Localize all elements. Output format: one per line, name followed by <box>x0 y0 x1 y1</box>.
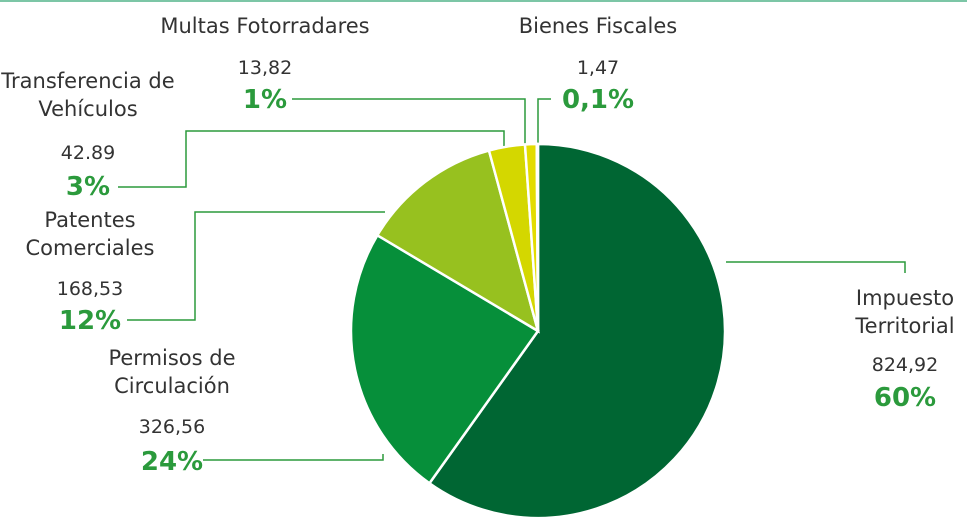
slice-value: 1,47 <box>576 57 620 79</box>
slice-name: Bienes Fiscales <box>518 14 678 38</box>
leader-line <box>726 261 906 273</box>
pie-slice <box>535 142 540 332</box>
slice-percent: 12% <box>58 306 122 336</box>
slice-value: 824,92 <box>871 354 939 376</box>
pie-slice <box>375 149 541 334</box>
leader-line <box>127 211 385 321</box>
pie-slice <box>427 142 727 519</box>
slice-name: Patentes Comerciales <box>25 208 155 260</box>
slice-value: 168,53 <box>56 278 124 300</box>
leader-line <box>203 454 384 461</box>
slice-percent: 60% <box>873 383 937 413</box>
slice-percent: 24% <box>140 447 204 477</box>
slice-name: Impuesto Territorial <box>855 286 955 338</box>
leader-line <box>118 130 505 188</box>
slice-value: 326,56 <box>138 416 206 438</box>
slice-name: Transferencia de Vehículos <box>1 69 175 121</box>
slice-percent: 3% <box>65 172 111 202</box>
slice-percent: 0,1% <box>561 85 635 115</box>
leader-line <box>537 98 551 146</box>
slice-name: Permisos de Circulación <box>108 346 236 398</box>
slice-percent: 1% <box>242 85 288 115</box>
leader-line <box>292 98 526 146</box>
slice-value: 13,82 <box>237 57 293 79</box>
slice-name: Multas Fotorradares <box>160 14 370 38</box>
slice-value: 42.89 <box>60 142 116 164</box>
leader-lines <box>118 98 906 461</box>
pie-slice <box>349 233 540 486</box>
